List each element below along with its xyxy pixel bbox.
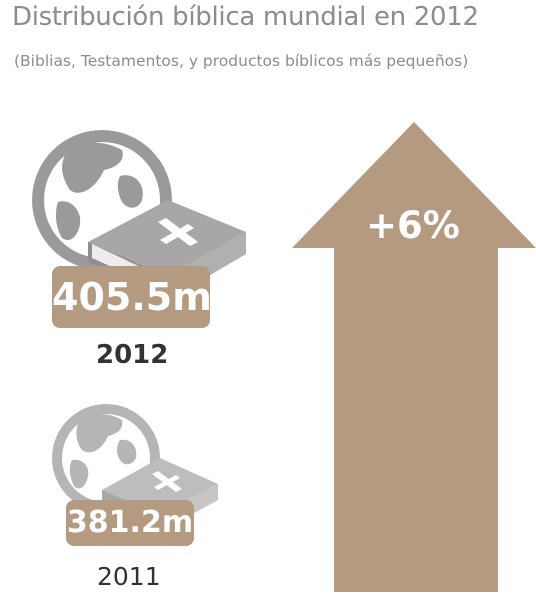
chart-subtitle: (Biblias, Testamentos, y productos bíbli… — [14, 52, 469, 70]
chart-title: Distribución bíblica mundial en 2012 — [12, 2, 479, 32]
change-percent: +6% — [366, 204, 460, 247]
year-label-2012: 2012 — [96, 340, 169, 370]
up-arrow — [292, 122, 536, 592]
cross-icon — [158, 218, 198, 246]
value-badge-2012: 405.5m — [52, 266, 212, 328]
value-badge-2011: 381.2m — [66, 500, 194, 546]
cross-icon — [152, 471, 182, 492]
year-label-2011: 2011 — [97, 562, 161, 591]
